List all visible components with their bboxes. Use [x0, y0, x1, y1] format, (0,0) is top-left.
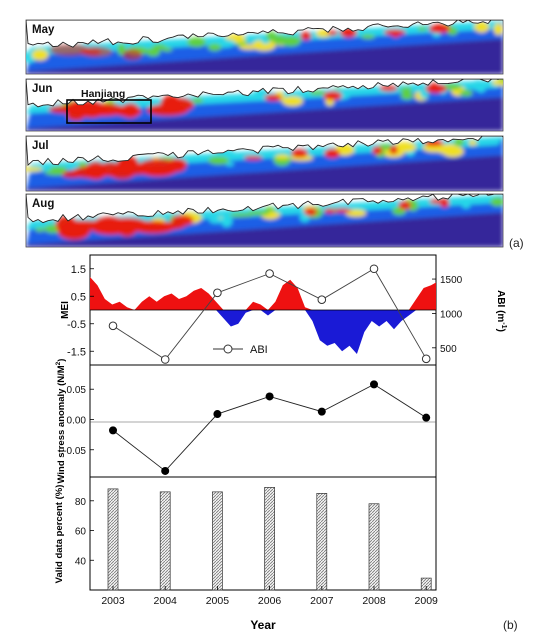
- month-label: Jun: [32, 83, 52, 95]
- wind-tick-label: 0.00: [67, 415, 87, 426]
- wind-point: [317, 407, 326, 416]
- year-tick-label: 2003: [101, 595, 125, 607]
- land-mass: [26, 20, 503, 48]
- land-mass: [26, 136, 503, 167]
- abi-legend-marker: [223, 344, 233, 354]
- land-mass: [26, 194, 503, 224]
- mei-axis-title: MEI: [60, 301, 71, 319]
- year-tick-label: 2009: [415, 595, 439, 607]
- abi-axis-title-sup: -1: [500, 322, 507, 328]
- abi-point: [421, 354, 431, 364]
- hanjiang-label: Hanjiang: [81, 88, 125, 100]
- wind-point: [161, 466, 170, 475]
- abi-axis-title-close: ): [495, 329, 506, 332]
- valid-tick-label: 60: [75, 527, 87, 538]
- valid-data-bar: [159, 491, 171, 591]
- wind-stress-series: [109, 380, 431, 475]
- abi-point: [369, 264, 379, 274]
- wind-axis-title: Wind stress anomaly (N/M2): [55, 359, 67, 484]
- mei-tick-label: -1.5: [67, 346, 86, 358]
- abi-point: [317, 295, 327, 304]
- land-mass: [26, 79, 503, 108]
- wind-tick-label: 0.05: [67, 385, 87, 396]
- abi-point: [108, 321, 118, 331]
- abi-tick-label: 1000: [440, 309, 463, 320]
- wind-point: [265, 392, 274, 401]
- valid-data-plot-frame: [89, 476, 437, 591]
- year-tick-label: 2004: [154, 595, 178, 607]
- valid-tick-label: 80: [75, 497, 87, 508]
- mei-tick-label: 1.5: [71, 264, 86, 276]
- wind-axis-title-close: ): [56, 359, 67, 362]
- wind-point: [422, 413, 431, 422]
- mei-positive-area: [90, 277, 436, 310]
- map-strip-jun: Jun Hanjiang: [25, 78, 504, 132]
- time-series-panel: 1.5 0.5 -0.5 -1.5 1500 1000 500 0.05 0.00 -0.05 80…: [54, 254, 518, 632]
- map-strip-may: May: [25, 19, 504, 75]
- year-tick-label: 2008: [362, 595, 386, 607]
- valid-data-bar: [368, 503, 380, 591]
- sea-surface: [26, 194, 503, 247]
- axis-ticks: 1.5 0.5 -0.5 -1.5 1500 1000 500 0.05 0.00 -0.05 80…: [63, 264, 462, 607]
- map-strip-aug: Aug: [25, 193, 504, 248]
- mei-tick-label: 0.5: [71, 291, 86, 303]
- valid-axis-title: Valid data percent (%): [54, 485, 65, 584]
- valid-data-bar: [316, 493, 328, 591]
- wind-plot-frame: [89, 364, 437, 478]
- sea-surface: [26, 136, 503, 191]
- year-tick-label: 2006: [258, 595, 282, 607]
- abi-legend-text: ABI: [250, 344, 268, 356]
- map-strip-jul: Jul: [25, 135, 504, 192]
- year-tick-label: 2007: [310, 595, 334, 607]
- wind-point: [109, 426, 117, 435]
- valid-data-bar: [107, 488, 119, 591]
- abi-point: [265, 269, 274, 278]
- x-axis-title: Year: [250, 618, 276, 632]
- wind-axis-title-sup: 2: [55, 361, 62, 365]
- month-label: May: [32, 24, 55, 36]
- mei-area-series: [90, 277, 436, 354]
- wind-tick-label: -0.05: [63, 446, 86, 457]
- mei-negative-area: [90, 310, 436, 354]
- wind-point: [370, 380, 378, 389]
- month-label: Aug: [32, 198, 54, 210]
- month-label: Jul: [32, 140, 49, 152]
- valid-tick-label: 40: [75, 556, 87, 567]
- abi-point: [213, 288, 222, 298]
- year-tick-label: 2005: [206, 595, 230, 607]
- abi-legend: ABI: [213, 344, 268, 356]
- hanjiang-box: [66, 99, 152, 124]
- abi-point: [160, 355, 170, 364]
- sea-surface: [26, 20, 503, 74]
- panel-a-label: (a): [509, 236, 524, 250]
- abi-line-series: [108, 264, 431, 364]
- valid-data-bar: [212, 491, 223, 591]
- valid-data-bar: [264, 487, 275, 591]
- satellite-panel: May Jun Hanjiang Jul Aug (a): [25, 19, 524, 250]
- abi-tick-label: 1500: [440, 275, 463, 286]
- abi-tick-label: 500: [440, 344, 457, 355]
- abi-axis-title: ABI (m-1): [495, 290, 507, 332]
- panel-b-label: (b): [503, 618, 518, 632]
- valid-data-bars: [107, 487, 432, 591]
- mei-tick-label: -0.5: [67, 319, 86, 331]
- wind-axis-title-main: Wind stress anomaly (N/M: [56, 365, 67, 483]
- wind-point: [213, 410, 222, 419]
- sea-surface: [26, 79, 503, 131]
- abi-axis-title-main: ABI (m: [495, 290, 506, 322]
